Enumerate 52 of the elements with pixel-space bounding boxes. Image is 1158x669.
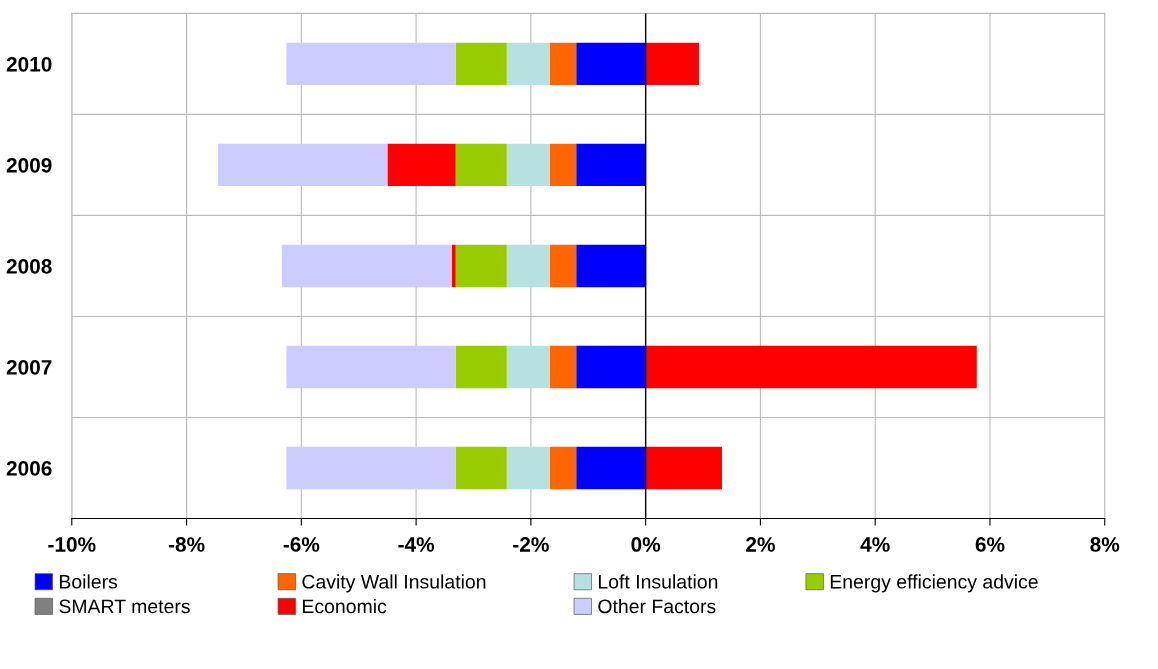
- bar: [455, 345, 507, 389]
- bar: [645, 345, 977, 389]
- bar: [506, 446, 550, 490]
- bar: [455, 446, 507, 490]
- bar: [281, 244, 452, 288]
- legend-label: Cavity Wall Insulation: [302, 574, 486, 593]
- y-tick-label: 2009: [6, 157, 52, 173]
- legend-label: Other Factors: [598, 598, 716, 614]
- bar: [549, 446, 577, 490]
- legend-label: Energy efficiency advice: [830, 574, 1038, 593]
- legend-label: Boilers: [59, 574, 118, 589]
- x-tick-label: 2%: [746, 537, 775, 552]
- x-tick-label: -2%: [513, 537, 549, 552]
- bar: [549, 42, 577, 86]
- bar: [286, 345, 456, 389]
- bar: [645, 446, 722, 490]
- legend-label: SMART meters: [59, 599, 190, 614]
- bar: [218, 143, 388, 187]
- bar: [549, 345, 577, 389]
- bar: [506, 244, 550, 288]
- bar: [455, 42, 507, 86]
- y-tick-label: 2008: [6, 258, 52, 274]
- bar: [286, 42, 456, 86]
- x-tick-label: 4%: [860, 537, 890, 552]
- bar: [286, 446, 456, 490]
- x-tick-label: -8%: [168, 537, 205, 552]
- bar: [576, 446, 646, 490]
- bar: [506, 143, 550, 187]
- bar: [576, 143, 646, 187]
- x-tick-label: 6%: [975, 537, 1005, 552]
- x-tick-label: 8%: [1090, 537, 1120, 552]
- bar: [576, 244, 646, 288]
- y-tick-label: 2007: [6, 359, 52, 375]
- x-tick-label: -6%: [283, 537, 320, 552]
- bar: [549, 143, 577, 187]
- bar: [576, 345, 646, 389]
- bar: [549, 244, 577, 288]
- bar: [455, 244, 507, 288]
- legend-label: Loft Insulation: [598, 574, 718, 589]
- bar: [506, 42, 550, 86]
- y-tick-label: 2006: [6, 460, 52, 476]
- bar: [387, 143, 456, 187]
- bar: [645, 42, 700, 86]
- bar: [576, 42, 646, 86]
- x-tick-label: 0%: [631, 537, 661, 552]
- bar: [451, 244, 456, 288]
- y-tick-label: 2010: [6, 56, 52, 72]
- bar: [455, 143, 507, 187]
- bar: [506, 345, 550, 389]
- x-tick-label: -10%: [48, 537, 96, 552]
- x-tick-label: -4%: [398, 537, 435, 552]
- legend-label: Economic: [303, 598, 387, 614]
